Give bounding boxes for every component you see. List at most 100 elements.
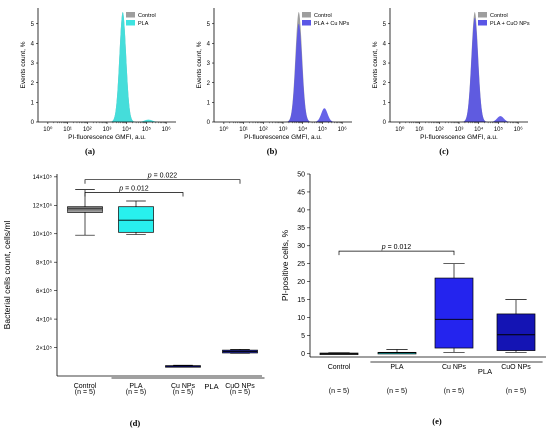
- x-tick-label: 10⁵: [318, 126, 328, 133]
- y-tick-label: 12×10⁵: [33, 203, 53, 210]
- p-symbol: p: [118, 185, 123, 192]
- p-symbol: p: [381, 244, 386, 251]
- legend-label: PLA: [138, 21, 149, 27]
- histogram-series-control: [38, 11, 176, 122]
- box-cu-nps: [165, 364, 201, 368]
- n-label: (n = 5): [173, 389, 193, 396]
- category-label: Control: [328, 364, 351, 371]
- legend-swatch: [126, 12, 135, 18]
- p-value-label: p = 0.012: [381, 244, 412, 251]
- y-axis-label: Events count, %: [20, 41, 27, 88]
- x-tick-label: 10⁴: [298, 126, 308, 133]
- y-tick-label: 4: [383, 42, 387, 48]
- n-label: (n = 5): [75, 389, 95, 396]
- group-label: PLA: [204, 382, 218, 391]
- p-value: = 0.012: [386, 244, 412, 251]
- x-tick-label: 10¹: [239, 127, 248, 133]
- x-tick-label: 10⁶: [162, 126, 172, 133]
- panel-label-c: (c): [439, 146, 449, 156]
- p-value-label: p = 0.012: [118, 185, 149, 192]
- x-tick-label: 10³: [103, 127, 112, 133]
- y-tick-label: 4: [207, 42, 211, 48]
- y-tick-label: 50: [297, 171, 305, 178]
- y-tick-label: 2: [31, 81, 35, 87]
- y-tick-label: 15: [297, 297, 305, 304]
- n-label: (n = 5): [329, 388, 349, 395]
- x-tick-label: 10¹: [63, 127, 72, 133]
- y-tick-label: 5: [301, 333, 305, 340]
- y-axis-label: Events count, %: [372, 41, 379, 88]
- y-tick-label: 5: [207, 22, 211, 28]
- y-tick-label: 1: [31, 101, 35, 107]
- box-iqr: [434, 277, 474, 349]
- x-tick-label: 10²: [435, 127, 444, 133]
- y-tick-label: 14×10⁵: [33, 174, 53, 181]
- x-tick-label: 10³: [455, 127, 464, 133]
- box-control: [319, 352, 359, 356]
- box-iqr: [118, 206, 154, 233]
- box-control: [67, 189, 103, 236]
- p-value: = 0.012: [123, 185, 149, 192]
- x-axis-label: PI-fluorescence GMFI, a.u.: [420, 134, 498, 141]
- significance-bracket: p = 0.022: [84, 173, 241, 184]
- p-value-label: p = 0.022: [147, 173, 178, 180]
- histogram-series-treatment: [390, 17, 528, 122]
- histogram-series-control: [390, 11, 528, 122]
- x-tick-label: 10⁴: [474, 126, 484, 133]
- x-tick-label: 10⁵: [494, 126, 504, 133]
- legend-label: PLA + CuO NPs: [490, 21, 530, 27]
- histogram-panel-b: 0 1 2 3 4 5 10⁰ 10¹ 10² 10³ 10⁴ 10⁵ 10⁶ PI-fluorescen…: [196, 8, 352, 156]
- y-tick-label: 45: [297, 189, 305, 196]
- y-tick-label: 1: [207, 101, 211, 107]
- category-label: PLA: [129, 383, 143, 390]
- panel-label-d: (d): [130, 418, 141, 428]
- x-tick-label: 10⁶: [514, 126, 524, 133]
- box-pla: [377, 349, 417, 355]
- n-label: (n = 5): [230, 389, 250, 396]
- x-axis-label: PI-fluorescence GMFI, a.u.: [68, 134, 146, 141]
- boxplot-panel-d: 2×10⁵ 4×10⁵ 6×10⁵ 8×10⁵ 10×10⁵ 12×10⁵ 14×10⁵ Ba…: [2, 173, 265, 428]
- box-iqr: [496, 313, 536, 351]
- bracket-line: [84, 192, 184, 197]
- category-label: CuO NPs: [501, 364, 531, 371]
- n-label: (n = 5): [387, 388, 407, 395]
- x-tick-label: 10²: [259, 127, 268, 133]
- y-tick-label: 1: [383, 101, 387, 107]
- legend-label: Control: [314, 13, 332, 19]
- y-tick-label: 35: [297, 225, 305, 232]
- y-tick-label: 3: [31, 61, 35, 67]
- y-tick-label: 4×10⁵: [36, 316, 53, 323]
- legend-label: Control: [490, 13, 508, 19]
- x-tick-label: 10⁰: [43, 126, 53, 133]
- x-tick-label: 10³: [279, 127, 288, 133]
- n-label: (n = 5): [506, 388, 526, 395]
- y-tick-label: 2: [383, 81, 387, 87]
- y-axis-label: Events count, %: [196, 41, 203, 88]
- y-axis-label: Bacterial cells count, cells/ml: [2, 221, 12, 330]
- y-tick-label: 20: [297, 279, 305, 286]
- x-tick-label: 10⁰: [395, 126, 405, 133]
- y-tick-label: 6×10⁵: [36, 288, 53, 295]
- y-tick-label: 2×10⁵: [36, 345, 53, 352]
- y-tick-label: 4: [31, 42, 35, 48]
- category-label: Cu NPs: [442, 364, 467, 371]
- y-tick-label: 3: [383, 61, 387, 67]
- y-tick-label: 3: [207, 61, 211, 67]
- significance-bracket: p = 0.012: [338, 244, 455, 256]
- n-label: (n = 5): [444, 388, 464, 395]
- x-tick-label: 10⁵: [142, 126, 152, 133]
- significance-bracket: p = 0.012: [84, 185, 184, 197]
- box-cuo-nps: [222, 349, 258, 354]
- y-axis-label: PI-positive cells, %: [280, 229, 290, 301]
- category-label: PLA: [390, 364, 404, 371]
- group-label: PLA: [478, 367, 492, 376]
- x-tick-label: 10⁴: [122, 126, 132, 133]
- panel-label-e: (e): [432, 416, 442, 426]
- bracket-line: [338, 250, 455, 256]
- legend-swatch: [302, 12, 311, 18]
- panel-label-b: (b): [267, 146, 278, 156]
- x-tick-label: 10⁰: [219, 126, 229, 133]
- y-tick-label: 5: [31, 22, 35, 28]
- bracket-line: [84, 179, 241, 184]
